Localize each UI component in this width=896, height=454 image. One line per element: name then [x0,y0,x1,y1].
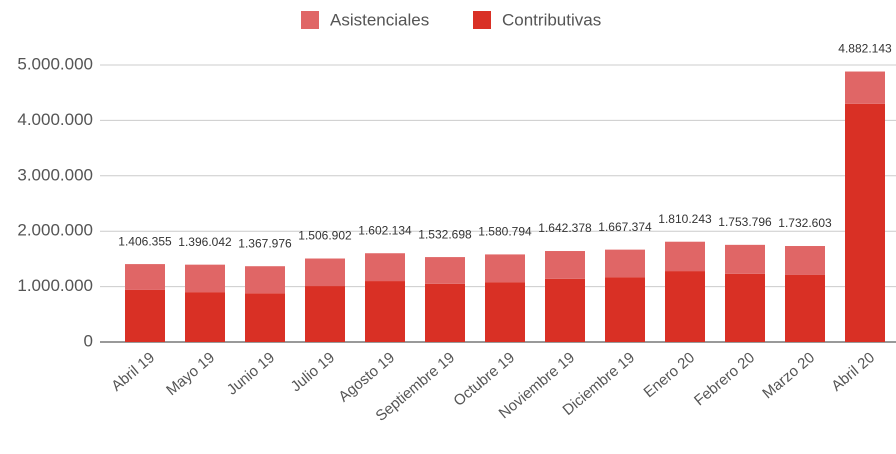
total-label: 1.532.698 [418,227,472,241]
y-tick-label: 4.000.000 [17,110,93,129]
bar-segment [485,282,525,342]
bar-segment [425,283,465,342]
total-label: 1.753.796 [718,215,772,229]
total-label: 1.396.042 [178,235,232,249]
bar-segment [725,273,765,342]
bar-segment [485,254,525,283]
bar-segment [845,103,885,342]
y-tick-label: 3.000.000 [17,165,93,184]
total-label: 1.667.374 [598,220,652,234]
total-label: 1.580.794 [478,225,532,239]
x-tick-label: Febrero 20 [691,349,758,409]
bar-segment [425,257,465,284]
total-label: 1.506.902 [298,229,352,243]
bar-segment [785,246,825,275]
bar-segment [725,244,765,274]
bar-segment [365,281,405,342]
y-tick-label: 0 [84,331,93,350]
x-tick-label: Marzo 20 [759,349,818,402]
bar-segment [185,264,225,293]
bar-segment [245,293,285,342]
y-tick-label: 2.000.000 [17,221,93,240]
y-tick-label: 1.000.000 [17,276,93,295]
bar-segment [125,289,165,342]
x-tick-label: Abril 19 [108,349,158,395]
legend-label: Asistenciales [330,10,429,29]
bar-segment [125,264,165,290]
total-label: 1.406.355 [118,234,172,248]
total-label: 1.642.378 [538,221,592,235]
total-label: 1.732.603 [778,216,832,230]
bar-segment [605,249,645,278]
legend-swatch [473,11,491,29]
bar-segment [545,251,585,279]
bar-segment [545,278,585,342]
bar-segment [605,277,645,342]
bar-segment [665,271,705,342]
total-label: 4.882.143 [838,42,892,56]
bar-segment [845,71,885,104]
bar-segment [785,274,825,342]
bar-segment [185,292,225,342]
total-label: 1.810.243 [658,212,712,226]
total-label: 1.367.976 [238,236,292,250]
bar-segment [305,286,345,342]
bar-segment [365,253,405,282]
x-tick-label: Enero 20 [641,349,699,401]
legend-label: Contributivas [502,10,601,29]
bar-segment [665,241,705,272]
x-tick-label: Junio 19 [224,349,278,398]
x-tick-label: Mayo 19 [163,349,218,399]
x-tick-label: Abril 20 [828,349,878,395]
bar-segment [245,266,285,294]
legend-swatch [301,11,319,29]
bar-segment [305,258,345,287]
total-label: 1.602.134 [358,223,412,237]
x-tick-label: Julio 19 [288,349,339,395]
y-tick-label: 5.000.000 [17,54,93,73]
